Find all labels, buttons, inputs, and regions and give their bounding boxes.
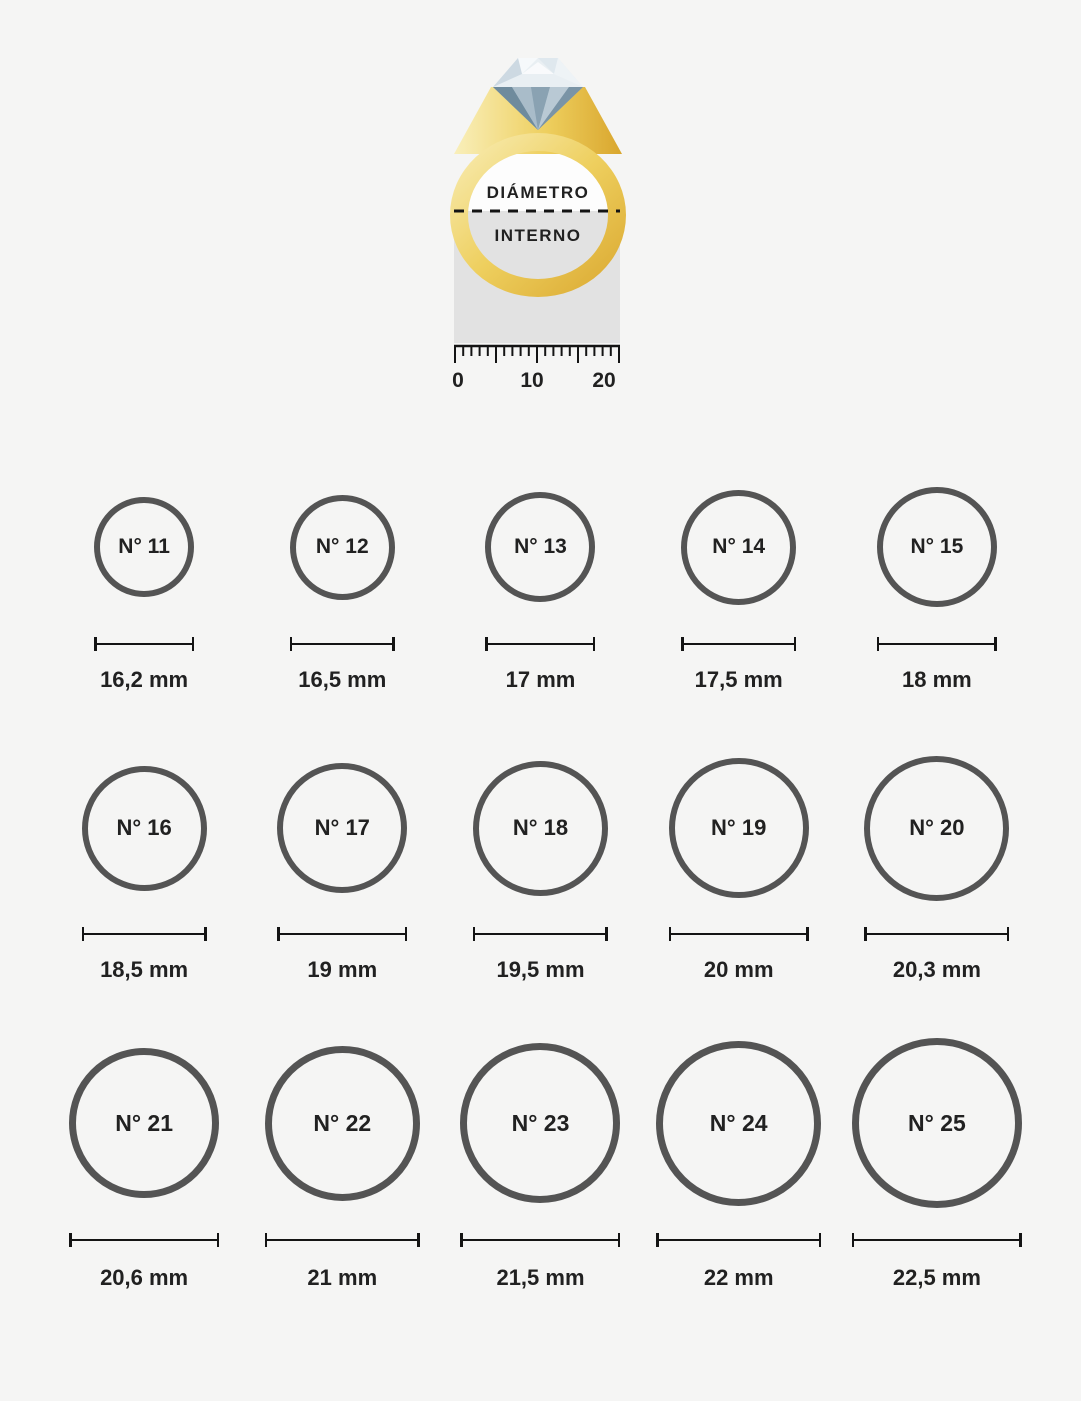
ring-size-item: N° 11 16,2 mm	[45, 467, 243, 693]
ring-size-item: N° 24 22 mm	[640, 1023, 838, 1291]
ring-size-label: N° 18	[512, 815, 569, 840]
ring-size-label: N° 15	[910, 535, 964, 558]
ring-size-chart: DIÁMETRO INTERNO 0 10 20 N° 11 16,2 mm N…	[0, 50, 1081, 1401]
diameter-measure-line	[668, 927, 809, 941]
ring-circle: N° 21	[69, 1048, 220, 1198]
ring-size-label: N° 23	[511, 1109, 570, 1136]
ring-size-item: N° 25 22,5 mm	[838, 1023, 1036, 1291]
diameter-measure-line	[81, 927, 207, 941]
ring-size-item: N° 19 20 mm	[640, 733, 838, 983]
ring-size-item: N° 23 21,5 mm	[441, 1023, 639, 1291]
diameter-measure-line	[264, 1233, 420, 1247]
diameter-value: 20 mm	[703, 957, 774, 982]
diameter-value: 17,5 mm	[694, 667, 783, 692]
ring-size-label: N° 12	[315, 535, 369, 558]
diameter-value: 18 mm	[902, 667, 972, 692]
ring-size-label: N° 24	[709, 1109, 768, 1136]
ring-circle: N° 20	[864, 755, 1010, 901]
diameter-measure-line	[277, 927, 408, 941]
ring-circle: N° 16	[81, 765, 207, 891]
diameter-measure-line	[94, 637, 195, 651]
ring-circle: N° 12	[289, 494, 395, 600]
diameter-value: 19,5 mm	[496, 957, 585, 982]
diameter-label-top: DIÁMETRO	[486, 183, 589, 202]
diameter-value: 20,6 mm	[100, 1265, 189, 1290]
ring-circle: N° 17	[277, 763, 408, 893]
diameter-value: 22,5 mm	[892, 1265, 981, 1290]
ring-size-label: N° 14	[712, 535, 766, 558]
ring-circle: N° 23	[460, 1043, 621, 1203]
diameter-value: 18,5 mm	[100, 957, 189, 982]
diameter-measure-line	[876, 637, 997, 651]
ring-size-item: N° 22 21 mm	[243, 1023, 441, 1291]
ring-size-label: N° 17	[314, 815, 370, 840]
millimeter-ruler: 0 10 20	[452, 344, 620, 392]
ring-size-item: N° 17 19 mm	[243, 733, 441, 983]
ring-size-label: N° 11	[118, 535, 170, 558]
size-row-3: N° 21 20,6 mm N° 22 21 mm N° 23 21,5 mm …	[0, 1023, 1081, 1291]
ring-circle: N° 25	[851, 1038, 1022, 1208]
ruler-label-0: 0	[452, 369, 464, 392]
diameter-value: 20,3 mm	[892, 957, 981, 982]
diameter-value: 21 mm	[307, 1265, 378, 1290]
ring-size-item: N° 16 18,5 mm	[45, 733, 243, 983]
ring-size-label: N° 25	[908, 1109, 966, 1136]
ring-circle: N° 22	[264, 1045, 420, 1201]
ring-size-label: N° 21	[115, 1109, 173, 1136]
size-row-1: N° 11 16,2 mm N° 12 16,5 mm N° 13 17 mm …	[0, 467, 1081, 693]
ring-icon: DIÁMETRO INTERNO 0 10 20	[449, 58, 626, 392]
diameter-value: 19 mm	[307, 957, 378, 982]
ruler-label-10: 10	[520, 369, 543, 392]
ring-size-item: N° 13 17 mm	[441, 467, 639, 693]
diameter-value: 21,5 mm	[496, 1265, 585, 1290]
ring-circle: N° 24	[656, 1040, 822, 1206]
ring-size-label: N° 22	[313, 1109, 372, 1136]
ring-size-label: N° 20	[909, 815, 965, 840]
diamond-icon	[492, 58, 583, 130]
ring-circle: N° 11	[94, 497, 195, 597]
ring-circle: N° 14	[681, 489, 797, 605]
ring-size-item: N° 20 20,3 mm	[838, 733, 1036, 983]
diameter-measure-line	[69, 1233, 220, 1247]
ring-size-item: N° 12 16,5 mm	[243, 467, 441, 693]
ring-size-label: N° 16	[116, 815, 172, 840]
ring-diagram: DIÁMETRO INTERNO 0 10 20	[446, 50, 636, 395]
diameter-measure-line	[460, 1233, 621, 1247]
ring-size-item: N° 18 19,5 mm	[441, 733, 639, 983]
diameter-label-bottom: INTERNO	[494, 226, 581, 245]
ring-circle: N° 15	[876, 487, 997, 607]
ring-size-item: N° 21 20,6 mm	[45, 1023, 243, 1291]
diameter-measure-line	[864, 927, 1010, 941]
diameter-value: 17 mm	[505, 667, 576, 692]
diameter-measure-line	[681, 637, 797, 651]
diameter-measure-line	[485, 637, 596, 651]
diameter-value: 22 mm	[703, 1265, 774, 1290]
size-row-2: N° 16 18,5 mm N° 17 19 mm N° 18 19,5 mm …	[0, 733, 1081, 983]
diameter-value: 16,2 mm	[100, 667, 189, 692]
diameter-measure-line	[289, 637, 395, 651]
ring-size-label: N° 19	[711, 815, 767, 840]
diameter-measure-line	[851, 1233, 1022, 1247]
ring-size-label: N° 13	[514, 535, 567, 558]
ruler-ticks	[453, 346, 620, 363]
ring-size-item: N° 15 18 mm	[838, 467, 1036, 693]
ring-circle: N° 13	[485, 492, 596, 602]
diameter-measure-line	[472, 927, 608, 941]
ring-circle: N° 19	[668, 758, 809, 898]
ruler-label-20: 20	[592, 369, 615, 392]
ring-circle: N° 18	[472, 760, 608, 896]
diameter-value: 16,5 mm	[298, 667, 387, 692]
diameter-measure-line	[656, 1233, 822, 1247]
ring-size-item: N° 14 17,5 mm	[640, 467, 838, 693]
